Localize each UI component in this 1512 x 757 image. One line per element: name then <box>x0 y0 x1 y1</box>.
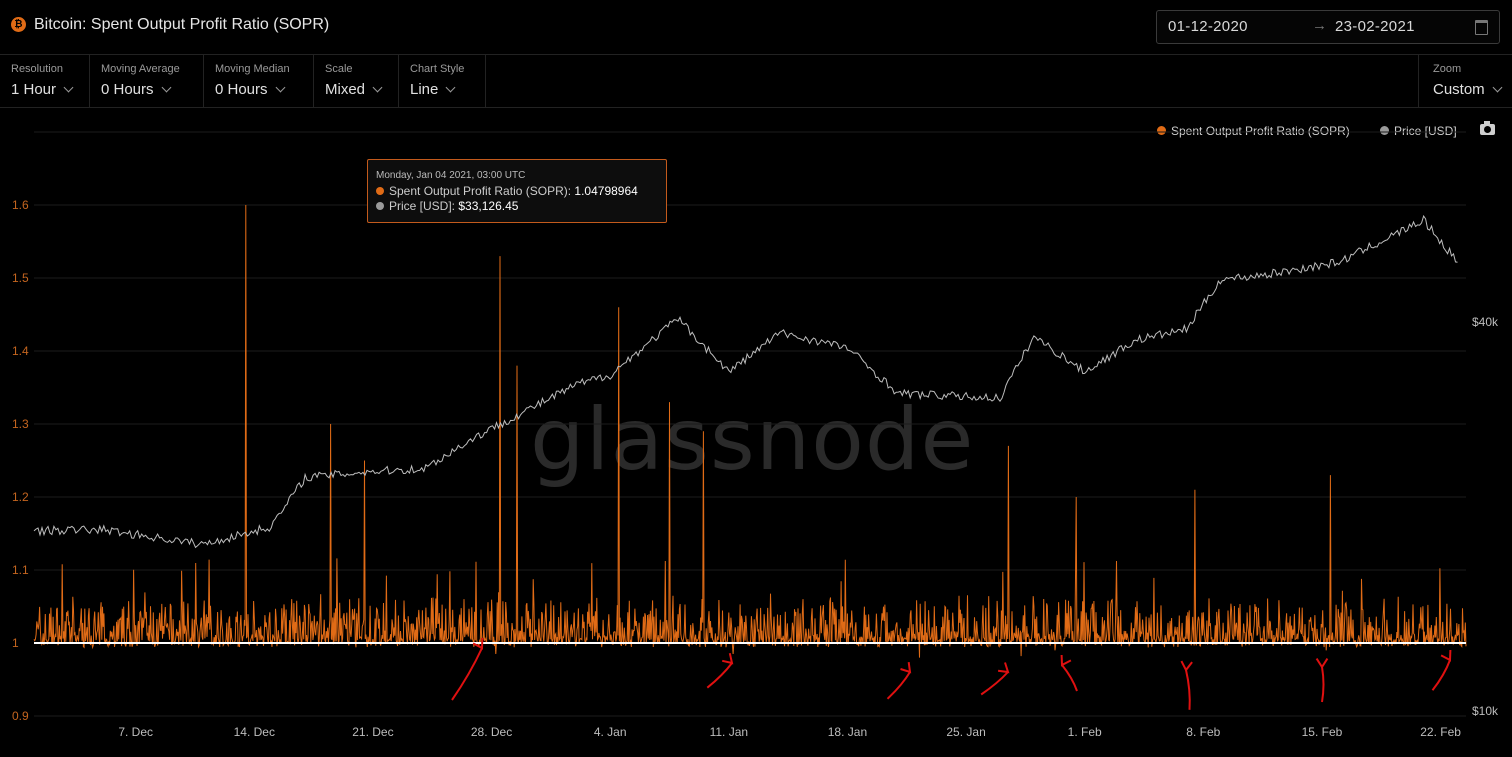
legend-item-price[interactable]: Price [USD] <box>1380 124 1457 138</box>
tooltip-price-value: $33,126.45 <box>458 199 519 213</box>
chevron-down-icon <box>372 82 383 93</box>
watermark: glassnode <box>530 390 975 490</box>
arrow-right-icon: → <box>1312 17 1327 34</box>
tooltip-sopr-label: Spent Output Profit Ratio (SOPR): <box>389 184 572 198</box>
zoom-select[interactable]: Zoom Custom <box>1418 54 1512 107</box>
x-tick-label: 7. Dec <box>118 725 153 739</box>
chevron-down-icon <box>1492 82 1503 93</box>
moving-median-select[interactable]: Moving Median 0 Hours <box>204 54 314 107</box>
annotation-arrowhead <box>997 662 1010 674</box>
price-line <box>33 214 1458 549</box>
zoom-label: Zoom <box>1433 63 1462 75</box>
bitcoin-icon: ₿ <box>11 17 26 32</box>
zoom-value[interactable]: Custom <box>1433 81 1503 98</box>
resolution-value[interactable]: 1 Hour <box>11 81 74 98</box>
moving-median-value[interactable]: 0 Hours <box>215 81 285 98</box>
scale-select[interactable]: Scale Mixed <box>314 54 399 107</box>
annotation-arrowhead <box>900 661 912 674</box>
x-tick-label: 15. Feb <box>1302 725 1343 739</box>
tooltip-sopr-value: 1.04798964 <box>574 184 638 198</box>
x-tick-label: 11. Jan <box>710 725 748 739</box>
chevron-down-icon <box>63 82 74 93</box>
camera-icon[interactable] <box>1480 121 1495 135</box>
y-tick-label: 1.1 <box>12 563 29 577</box>
y-tick-label: 0.9 <box>12 709 29 723</box>
legend-label-price: Price [USD] <box>1394 124 1457 138</box>
chevron-down-icon <box>275 82 285 93</box>
annotation-arrowhead <box>1440 649 1452 662</box>
x-tick-label: 1. Feb <box>1068 725 1102 739</box>
tooltip-dot-price <box>376 202 384 210</box>
x-tick-label: 25. Jan <box>946 725 985 739</box>
date-from-input[interactable]: 01-12-2020 <box>1168 18 1248 35</box>
moving-average-label: Moving Average <box>101 63 180 75</box>
x-tick-label: 14. Dec <box>234 725 275 739</box>
legend-item-sopr[interactable]: Spent Output Profit Ratio (SOPR) <box>1157 124 1350 138</box>
tooltip-dot-sopr <box>376 187 384 195</box>
tooltip-date: Monday, Jan 04 2021, 03:00 UTC <box>376 170 526 181</box>
annotation-arrow <box>1431 659 1451 691</box>
annotation-arrow <box>706 662 733 689</box>
y-tick-label: 1.2 <box>12 490 29 504</box>
annotation-arrowhead <box>721 652 734 665</box>
resolution-select[interactable]: Resolution 1 Hour <box>0 54 90 107</box>
annotation-arrowhead <box>1180 660 1193 672</box>
x-tick-label: 4. Jan <box>594 725 627 739</box>
tooltip-row-sopr: Spent Output Profit Ratio (SOPR): 1.0479… <box>376 184 638 198</box>
y-right-tick-label: $10k <box>1472 704 1499 718</box>
x-tick-label: 21. Dec <box>352 725 393 739</box>
y-tick-label: 1 <box>12 636 19 650</box>
chart-style-label: Chart Style <box>410 63 465 75</box>
annotation-arrowhead <box>1315 658 1329 669</box>
scale-value[interactable]: Mixed <box>325 81 383 98</box>
x-tick-label: 8. Feb <box>1186 725 1220 739</box>
chart-title: Bitcoin: Spent Output Profit Ratio (SOPR… <box>34 16 330 33</box>
annotation-arrow <box>1185 669 1191 710</box>
chevron-down-icon <box>161 82 171 93</box>
x-tick-label: 22. Feb <box>1420 725 1461 739</box>
calendar-icon[interactable] <box>1475 20 1488 35</box>
annotation-arrowhead <box>1060 654 1072 667</box>
y-tick-label: 1.6 <box>12 198 29 212</box>
scale-label: Scale <box>325 63 353 75</box>
x-tick-label: 28. Dec <box>471 725 512 739</box>
sopr-legend-dot <box>1157 126 1166 135</box>
chart-tooltip: Monday, Jan 04 2021, 03:00 UTC Spent Out… <box>367 159 667 223</box>
legend-label-sopr: Spent Output Profit Ratio (SOPR) <box>1171 124 1350 138</box>
tooltip-price-label: Price [USD]: <box>389 199 456 213</box>
chart-style-select[interactable]: Chart Style Line <box>399 54 486 107</box>
annotation-arrow <box>886 671 911 700</box>
moving-average-select[interactable]: Moving Average 0 Hours <box>90 54 204 107</box>
price-legend-dot <box>1380 126 1389 135</box>
moving-median-label: Moving Median <box>215 63 290 75</box>
annotation-arrow <box>1061 664 1078 692</box>
annotation-arrowhead <box>472 637 484 650</box>
tooltip-row-price: Price [USD]: $33,126.45 <box>376 199 518 213</box>
resolution-label: Resolution <box>11 63 63 75</box>
chart-style-value[interactable]: Line <box>410 81 456 98</box>
chart-header: ₿ Bitcoin: Spent Output Profit Ratio (SO… <box>0 0 1512 55</box>
y-tick-label: 1.5 <box>12 271 29 285</box>
annotation-arrow <box>1321 666 1325 703</box>
y-right-tick-label: $40k <box>1472 315 1499 329</box>
annotation-arrow <box>980 671 1009 696</box>
moving-average-value[interactable]: 0 Hours <box>101 81 171 98</box>
sopr-line <box>33 204 1467 658</box>
x-tick-label: 18. Jan <box>828 725 867 739</box>
y-tick-label: 1.3 <box>12 417 29 431</box>
chevron-down-icon <box>445 82 456 93</box>
date-range-picker[interactable]: 01-12-2020 → 23-02-2021 <box>1156 10 1500 44</box>
chart-toolbar: Resolution 1 Hour Moving Average 0 Hours… <box>0 54 1512 108</box>
sopr-chart[interactable]: 0.9 1 1.1 1.2 1.3 1.4 1.5 1.6 $40k $10k 7. Dec 14. … <box>0 108 1512 757</box>
annotation-arrow <box>451 647 483 701</box>
y-tick-label: 1.4 <box>12 344 29 358</box>
date-to-input[interactable]: 23-02-2021 <box>1335 18 1415 35</box>
